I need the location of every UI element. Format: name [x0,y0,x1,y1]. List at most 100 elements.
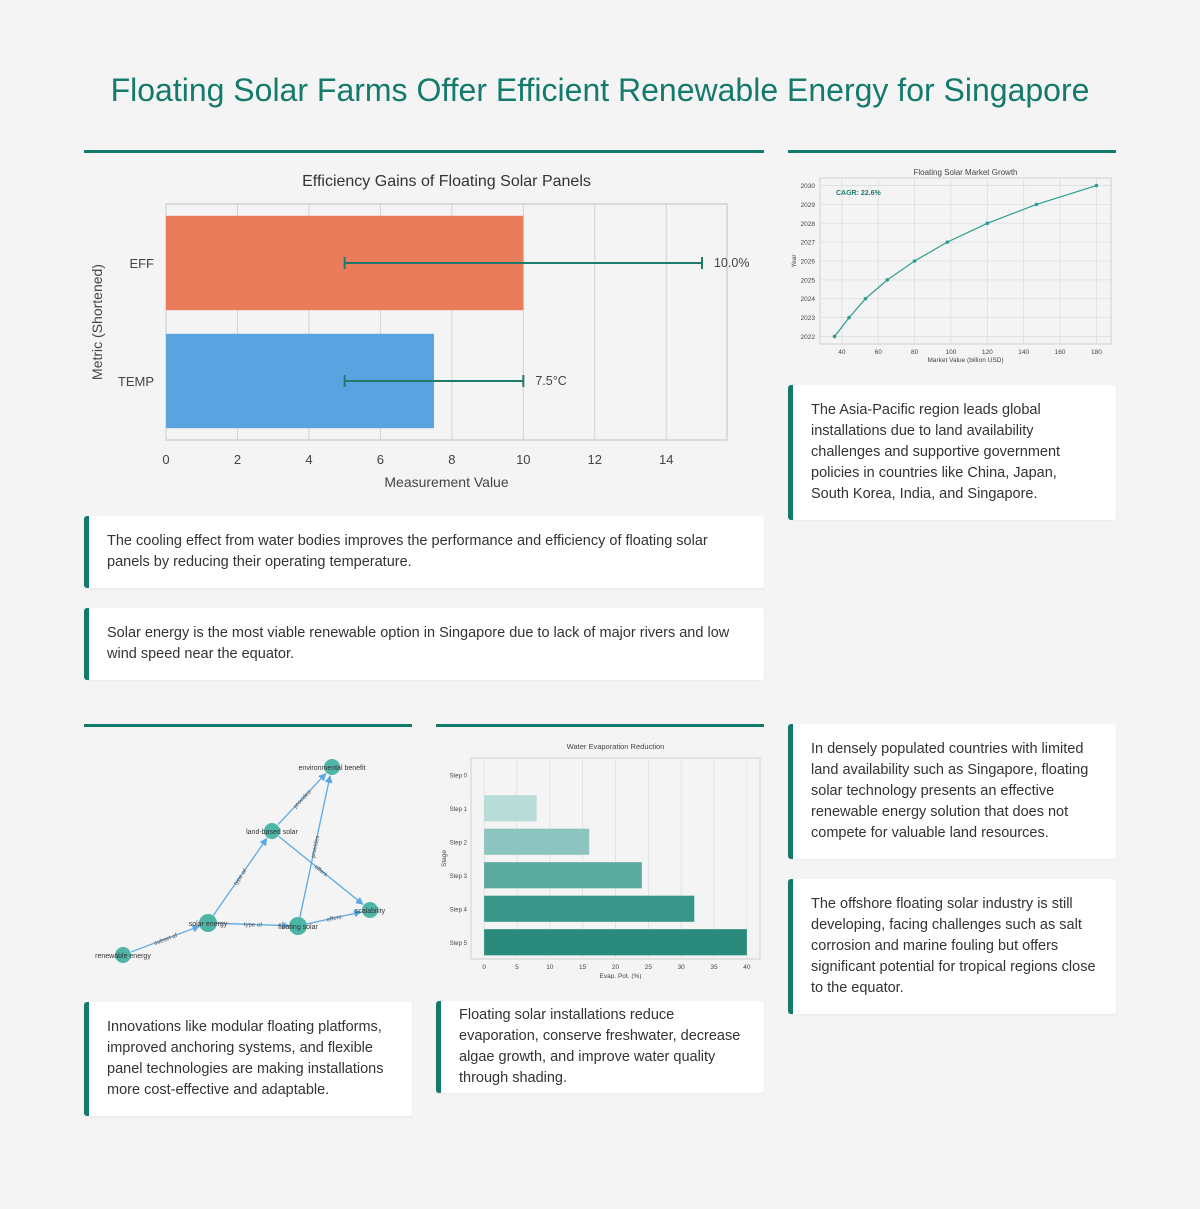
market-chart-panel: 40 60 80 100 120 140 160 180 2022 2023 2024 2025 202… [788,150,1116,370]
x-tick-label: 25 [645,964,653,971]
x-tick-label: 6 [377,452,384,467]
y-tick-label: 2028 [801,221,816,228]
data-point [1094,183,1099,188]
x-tick-label: 30 [678,964,686,971]
y-tick-label: 2022 [801,334,816,341]
x-tick-label: 40 [743,964,751,971]
edge-label: type of [233,868,248,886]
market-chart: 40 60 80 100 120 140 160 180 2022 2023 2024 2025 202… [791,168,1112,364]
viable-option-card: Solar energy is the most viable renewabl… [84,608,764,680]
x-tick-label: 10 [516,452,530,467]
x-axis-label: Evap. Pot. (%) [600,973,642,979]
page-title: Floating Solar Farms Offer Efficient Ren… [110,72,1090,108]
y-tick-label: 2027 [801,240,816,247]
node-scalability [362,902,378,918]
x-tick-label: 8 [448,452,455,467]
y-tick-label: TEMP [118,374,154,389]
y-axis-label: Stage [441,850,448,867]
y-tick-label: 2026 [801,259,816,266]
edge-line [306,909,362,925]
chart-title: Floating Solar Market Growth [913,168,1017,177]
edge-line [299,775,333,918]
y-tick-label: Step 4 [450,907,468,913]
y-tick-label: Step 1 [450,807,468,813]
x-tick-label: 14 [659,452,673,467]
bar-step-2 [484,828,590,855]
node-solar-energy [199,914,217,932]
edge-line [131,924,201,953]
data-point [912,259,917,263]
asia-pacific-text: The Asia-Pacific region leads global ins… [811,402,1061,502]
y-tick-label: 2024 [801,296,816,303]
efficiency-chart: 0 2 4 6 8 10 12 14 EFF 10.0% TEMP 7.5°C Efficiency G… [89,173,749,490]
x-tick-label: 120 [982,349,993,356]
node-label: scalability [355,908,386,915]
x-tick-label: 140 [1018,349,1029,356]
x-tick-label: 15 [579,964,587,971]
viable-option-text: Solar energy is the most viable renewabl… [107,625,730,662]
x-axis-label: Market Value (billion USD) [927,357,1003,364]
y-tick-label: 2023 [801,315,816,322]
y-tick-label: EFF [129,256,154,271]
node-label: renewable energy [95,953,151,960]
data-label: 7.5°C [535,374,566,388]
innovations-card: Innovations like modular floating platfo… [84,1002,412,1116]
x-tick-label: 40 [838,349,846,356]
edge-label: offers [313,864,328,878]
data-point [863,296,868,301]
node-land-based-solar [264,823,280,839]
evaporation-card: Floating solar installations reduce evap… [436,1001,764,1093]
cooling-effect-card: The cooling effect from water bodies imp… [84,516,764,588]
data-point [1034,202,1039,207]
edge-label: offers [326,914,342,923]
x-tick-label: 5 [515,964,519,971]
y-tick-label: 2030 [801,183,816,190]
x-tick-label: 2 [234,452,241,467]
data-point [832,334,837,339]
bar-step-4 [484,895,695,922]
data-point [985,221,990,226]
y-tick-label: 2025 [801,277,816,284]
node-environmental-benefit [324,759,340,775]
x-tick-label: 35 [710,964,718,971]
offshore-card: The offshore floating solar industry is … [788,879,1116,1014]
x-tick-label: 80 [911,349,919,356]
efficiency-chart-panel: 0 2 4 6 8 10 12 14 EFF 10.0% TEMP 7.5°C Efficiency G… [84,150,764,500]
bar-step-1 [484,795,537,822]
x-tick-label: 60 [875,349,883,356]
innovations-text: Innovations like modular floating platfo… [107,1019,384,1098]
chart-title: Efficiency Gains of Floating Solar Panel… [302,173,591,190]
offshore-text: The offshore floating solar industry is … [811,896,1096,996]
data-label: 10.0% [714,256,749,270]
x-tick-label: 12 [588,452,602,467]
x-tick-label: 100 [946,349,957,356]
x-axis-label: Measurement Value [384,474,508,490]
evaporation-chart-panel: 0 5 10 15 20 25 30 35 40 Step 0 Step 1 Step 2 Step 3… [436,724,764,979]
x-tick-label: 0 [482,964,486,971]
edge-label: provides [293,789,313,810]
asia-pacific-card: The Asia-Pacific region leads global ins… [788,385,1116,520]
edge-line [216,921,290,930]
node-label: land-based solar [246,829,298,836]
node-floating-solar [289,917,307,935]
y-tick-label: 2029 [801,202,816,209]
y-tick-label: Step 2 [450,840,468,846]
cagr-annotation: CAGR: 22.6% [836,190,882,197]
data-point [945,240,950,244]
edge-label: type of [244,922,263,929]
edge-line [212,837,268,916]
network-diagram: provides provides offers offers type of type … [95,759,386,963]
y-tick-label: Step 5 [450,941,468,947]
bar-step-3 [484,862,642,889]
dense-population-text: In densely populated countries with limi… [811,741,1089,841]
node-label: solar energy [189,921,228,928]
dense-population-card: In densely populated countries with limi… [788,724,1116,859]
evaporation-chart: 0 5 10 15 20 25 30 35 40 Step 0 Step 1 Step 2 Step 3… [441,742,761,979]
network-diagram-panel: provides provides offers offers type of type … [84,724,412,979]
evaporation-text: Floating solar installations reduce evap… [459,1007,741,1086]
cooling-effect-text: The cooling effect from water bodies imp… [107,533,708,570]
node-label: environmental benefit [299,765,366,772]
y-axis-label: Metric (Shortened) [89,264,105,380]
data-point [885,278,890,282]
edge-label: subset of [153,933,178,947]
